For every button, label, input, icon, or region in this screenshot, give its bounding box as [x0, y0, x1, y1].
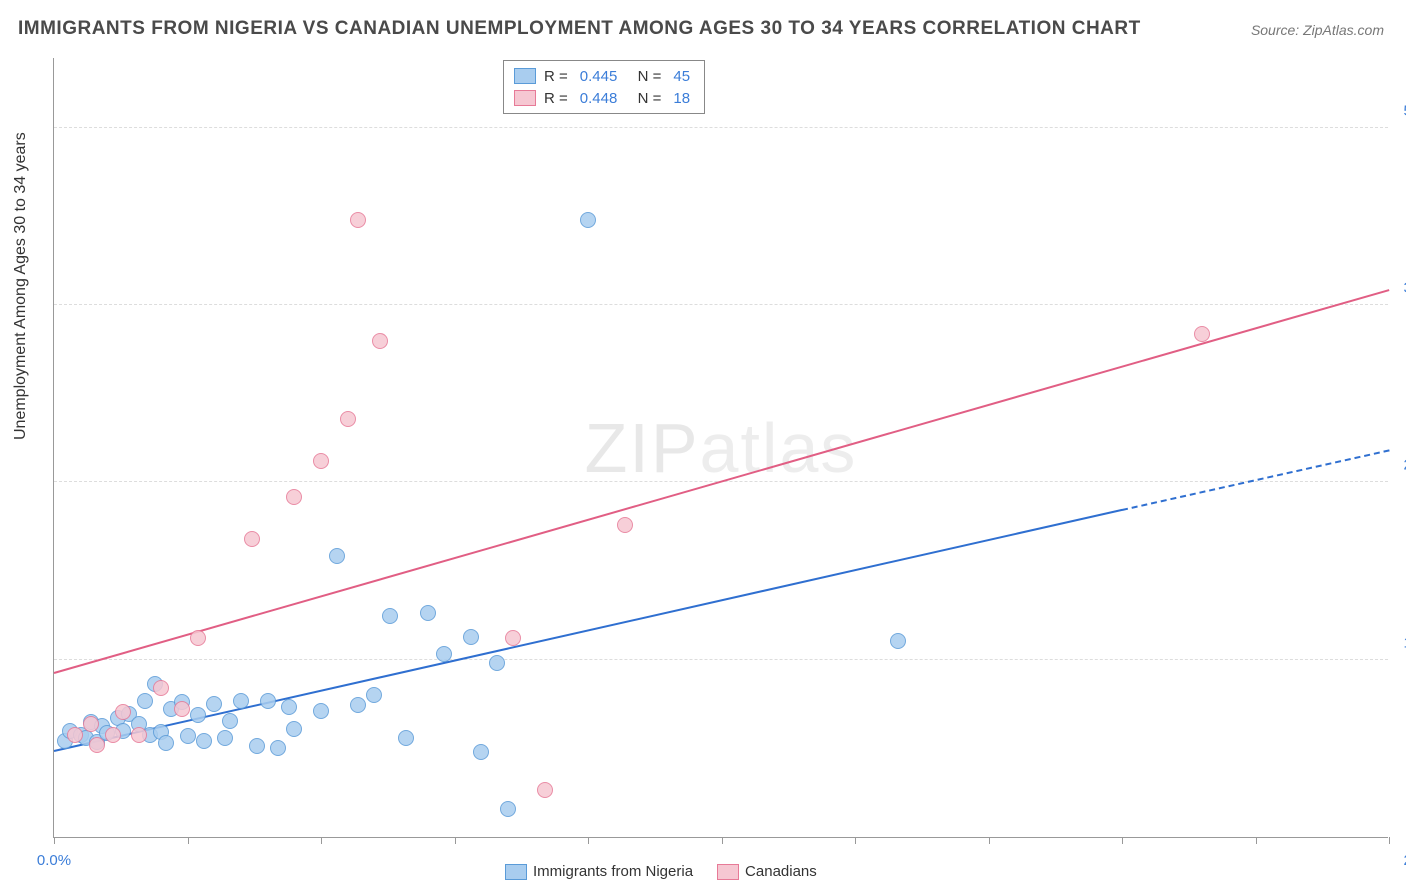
plot-area: ZIPatlas 12.5%25.0%37.5%50.0%0.0%25.0% — [53, 58, 1388, 838]
x-tick — [855, 837, 856, 844]
data-point — [329, 548, 345, 564]
legend-item-0: Immigrants from Nigeria — [505, 863, 693, 880]
legend-item-1: Canadians — [717, 863, 817, 880]
data-point — [217, 730, 233, 746]
data-point — [473, 744, 489, 760]
y-tick-label: 50.0% — [1391, 102, 1406, 119]
x-tick — [1389, 837, 1390, 844]
gridline-h — [54, 304, 1388, 305]
y-tick-label: 37.5% — [1391, 280, 1406, 297]
data-point — [174, 701, 190, 717]
data-point — [580, 212, 596, 228]
data-point — [105, 727, 121, 743]
data-point — [313, 453, 329, 469]
x-tick-label-left: 0.0% — [37, 852, 71, 869]
data-point — [233, 693, 249, 709]
data-point — [617, 517, 633, 533]
data-point — [890, 633, 906, 649]
gridline-h — [54, 127, 1388, 128]
legend-swatch-1 — [514, 90, 536, 106]
source-attribution: Source: ZipAtlas.com — [1251, 22, 1384, 38]
data-point — [313, 703, 329, 719]
x-tick — [989, 837, 990, 844]
data-point — [286, 489, 302, 505]
data-point — [500, 801, 516, 817]
data-point — [67, 727, 83, 743]
data-point — [206, 696, 222, 712]
data-point — [244, 531, 260, 547]
data-point — [489, 655, 505, 671]
trend-line — [1122, 449, 1389, 511]
data-point — [153, 680, 169, 696]
legend-bottom: Immigrants from Nigeria Canadians — [505, 863, 817, 880]
legend-bottom-label-1: Canadians — [745, 863, 817, 880]
legend-stats: R =0.445 N =45 R =0.448 N =18 — [503, 60, 705, 114]
data-point — [372, 333, 388, 349]
data-point — [137, 693, 153, 709]
data-point — [270, 740, 286, 756]
data-point — [286, 721, 302, 737]
data-point — [83, 716, 99, 732]
data-point — [505, 630, 521, 646]
data-point — [281, 699, 297, 715]
legend-stats-row-0: R =0.445 N =45 — [514, 65, 694, 87]
x-tick — [588, 837, 589, 844]
data-point — [260, 693, 276, 709]
legend-swatch-0 — [514, 68, 536, 84]
legend-bottom-label-0: Immigrants from Nigeria — [533, 863, 693, 880]
x-tick — [455, 837, 456, 844]
x-tick — [54, 837, 55, 844]
data-point — [340, 411, 356, 427]
data-point — [350, 212, 366, 228]
watermark: ZIPatlas — [585, 408, 858, 488]
x-tick — [188, 837, 189, 844]
data-point — [436, 646, 452, 662]
data-point — [382, 608, 398, 624]
legend-stats-row-1: R =0.448 N =18 — [514, 87, 694, 109]
data-point — [398, 730, 414, 746]
data-point — [1194, 326, 1210, 342]
chart-title: IMMIGRANTS FROM NIGERIA VS CANADIAN UNEM… — [18, 18, 1141, 40]
x-tick — [321, 837, 322, 844]
legend-bottom-swatch-0 — [505, 864, 527, 880]
y-tick-label: 25.0% — [1391, 457, 1406, 474]
x-tick — [722, 837, 723, 844]
data-point — [537, 782, 553, 798]
data-point — [463, 629, 479, 645]
x-tick — [1256, 837, 1257, 844]
data-point — [420, 605, 436, 621]
trend-line — [54, 509, 1122, 752]
data-point — [190, 707, 206, 723]
data-point — [131, 727, 147, 743]
y-tick-label: 12.5% — [1391, 634, 1406, 651]
data-point — [158, 735, 174, 751]
data-point — [89, 737, 105, 753]
legend-bottom-swatch-1 — [717, 864, 739, 880]
data-point — [180, 728, 196, 744]
data-point — [222, 713, 238, 729]
data-point — [366, 687, 382, 703]
gridline-h — [54, 659, 1388, 660]
x-tick — [1122, 837, 1123, 844]
data-point — [115, 704, 131, 720]
x-tick-label-right: 25.0% — [1391, 852, 1406, 869]
y-axis-label: Unemployment Among Ages 30 to 34 years — [12, 132, 30, 440]
data-point — [249, 738, 265, 754]
data-point — [196, 733, 212, 749]
data-point — [190, 630, 206, 646]
data-point — [350, 697, 366, 713]
